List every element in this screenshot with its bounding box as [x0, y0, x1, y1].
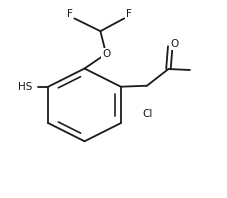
Text: O: O [101, 49, 110, 59]
Text: O: O [170, 39, 178, 50]
Text: Cl: Cl [142, 109, 153, 119]
Text: HS: HS [18, 82, 32, 92]
Text: F: F [67, 10, 72, 19]
Text: F: F [125, 10, 131, 19]
